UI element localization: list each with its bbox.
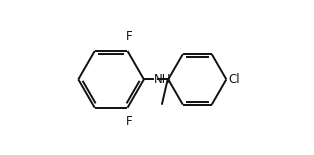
Text: F: F xyxy=(126,31,133,44)
Text: F: F xyxy=(126,115,133,128)
Text: Cl: Cl xyxy=(228,73,240,86)
Text: NH: NH xyxy=(154,73,172,86)
